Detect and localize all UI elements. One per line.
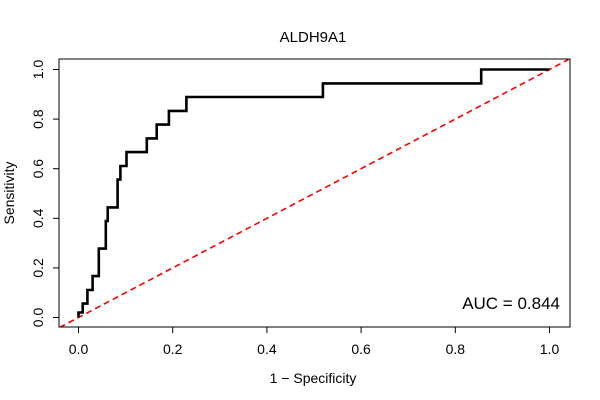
x-tick-label: 0.8 [446, 341, 466, 357]
x-tick-label: 0.6 [351, 341, 371, 357]
y-tick-label: 0.4 [30, 208, 46, 228]
roc-curve-line [77, 68, 550, 318]
auc-annotation: AUC = 0.844 [462, 294, 560, 313]
y-tick-label: 0.0 [30, 308, 46, 328]
y-tick-label: 0.2 [30, 258, 46, 278]
reference-diagonal-line [59, 59, 569, 327]
y-axis-label: Sensitivity [1, 161, 17, 224]
y-axis: 0.0 0.2 0.4 0.6 0.8 1.0 [30, 60, 60, 328]
plot-marks [59, 59, 569, 327]
x-axis-label: 1 − Specificity [270, 370, 357, 386]
x-tick-label: 0.0 [69, 341, 89, 357]
x-tick-label: 0.4 [257, 341, 277, 357]
y-tick-label: 0.6 [30, 159, 46, 179]
x-tick-label: 0.2 [163, 341, 183, 357]
chart-title: ALDH9A1 [280, 29, 347, 46]
y-tick-label: 0.8 [30, 109, 46, 129]
x-axis: 0.0 0.2 0.4 0.6 0.8 1.0 [69, 326, 560, 357]
x-tick-label: 1.0 [540, 341, 560, 357]
y-tick-label: 1.0 [30, 60, 46, 80]
